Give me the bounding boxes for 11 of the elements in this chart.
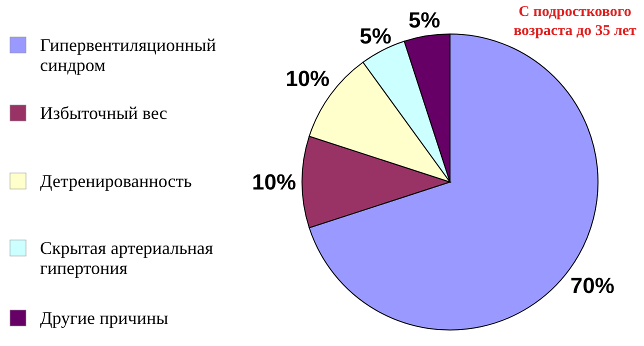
- legend-label: Другие причины: [40, 308, 168, 328]
- legend-label: Избыточный вес: [40, 103, 168, 123]
- data-label: 5%: [408, 8, 440, 33]
- legend-label: Детренированность: [40, 171, 192, 191]
- legend-label: Скрытая артериальная гипертония: [40, 238, 214, 278]
- data-label: 70%: [570, 272, 614, 298]
- data-label: 5%: [360, 23, 392, 48]
- data-label: 10%: [286, 66, 330, 92]
- legend-label: Гипервентиляционный синдром: [40, 35, 216, 75]
- chart-title: С подросткового возраста до 35 лет: [514, 4, 638, 39]
- data-label: 10%: [252, 170, 296, 194]
